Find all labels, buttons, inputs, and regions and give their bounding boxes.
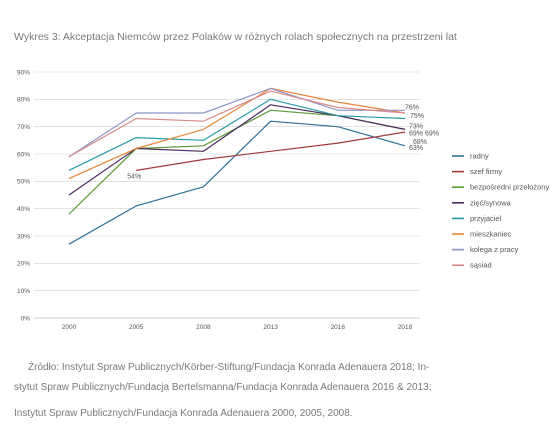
- series-lines: [68, 87, 406, 245]
- legend: radny szef firmy bezpośredni przełożony zię…: [452, 152, 549, 270]
- chart-title: Wykres 3: Akceptacja Niemców przez Polak…: [14, 31, 457, 43]
- source-line-1: Źródło: Instytut Spraw Publicznych/Körbe…: [28, 362, 430, 373]
- data-labels: 54% 76% 75% 73%69% 69% 68%63%: [127, 104, 439, 180]
- legend-item: mieszkaniec: [452, 230, 512, 239]
- series-line-1: [68, 120, 406, 245]
- legend-label: zięć/synowa: [470, 198, 512, 207]
- series-line-8: [68, 90, 406, 158]
- legend-item: radny: [452, 152, 489, 161]
- data-label: 54%: [127, 173, 141, 180]
- legend-label: szef firmy: [470, 167, 502, 176]
- y-tick-label: 20%: [17, 261, 30, 268]
- y-tick-label: 30%: [17, 233, 30, 240]
- data-label: 73%: [409, 123, 423, 130]
- x-tick-label: 2008: [196, 324, 211, 331]
- y-tick-label: 70%: [17, 124, 30, 131]
- data-label: 69%: [409, 130, 423, 137]
- x-tick-label: 2018: [398, 324, 413, 331]
- x-tick-label: 2000: [62, 324, 77, 331]
- y-tick-label: 10%: [17, 288, 30, 295]
- y-tick-label: 50%: [17, 179, 30, 186]
- y-tick-label: 40%: [17, 206, 30, 213]
- y-tick-label: 0%: [21, 315, 31, 322]
- y-tick-label: 80%: [17, 97, 30, 104]
- legend-label: kolega z pracy: [470, 245, 519, 254]
- legend-label: przyjaciel: [470, 214, 502, 223]
- legend-item: kolega z pracy: [452, 245, 519, 254]
- x-tick-label: 2005: [129, 324, 144, 331]
- series-line-4: [68, 104, 406, 196]
- source-line-2: stytut Spraw Publicznych/Fundacja Bertel…: [14, 382, 432, 393]
- x-tick-label: 2013: [263, 324, 278, 331]
- legend-item: przyjaciel: [452, 214, 502, 223]
- legend-item: sąsiad: [452, 261, 492, 270]
- x-axis-ticks: 2000 2005 2008 2013 2016 2018: [62, 324, 413, 331]
- grid-lines: [34, 71, 420, 319]
- legend-label: bezpośredni przełożony: [470, 183, 549, 192]
- legend-item: bezpośredni przełożony: [452, 183, 549, 192]
- legend-label: radny: [470, 152, 489, 161]
- data-label: 76%: [405, 104, 419, 111]
- source-note: Źródło: Instytut Spraw Publicznych/Körbe…: [14, 358, 534, 424]
- legend-label: sąsiad: [470, 261, 492, 270]
- series-line-5: [68, 98, 406, 171]
- source-line-3: Instytut Spraw Publicznych/Fundacja Konr…: [14, 408, 353, 419]
- y-axis-ticks: 0% 10% 20% 30% 40% 50% 60% 70% 80% 90%: [17, 69, 30, 322]
- legend-item: szef firmy: [452, 167, 502, 176]
- series-line-7: [68, 87, 405, 158]
- legend-item: zięć/synowa: [452, 198, 512, 207]
- y-tick-label: 60%: [17, 151, 30, 158]
- series-line-2: [136, 131, 406, 171]
- y-tick-label: 90%: [17, 69, 30, 76]
- data-label: 68%: [413, 139, 427, 146]
- series-line-3: [68, 109, 406, 215]
- x-tick-label: 2016: [331, 324, 346, 331]
- series-line-6: [68, 87, 406, 180]
- legend-label: mieszkaniec: [470, 230, 512, 239]
- data-label: 69%: [425, 130, 439, 137]
- data-label: 75%: [410, 113, 424, 120]
- data-label: 63%: [409, 145, 423, 152]
